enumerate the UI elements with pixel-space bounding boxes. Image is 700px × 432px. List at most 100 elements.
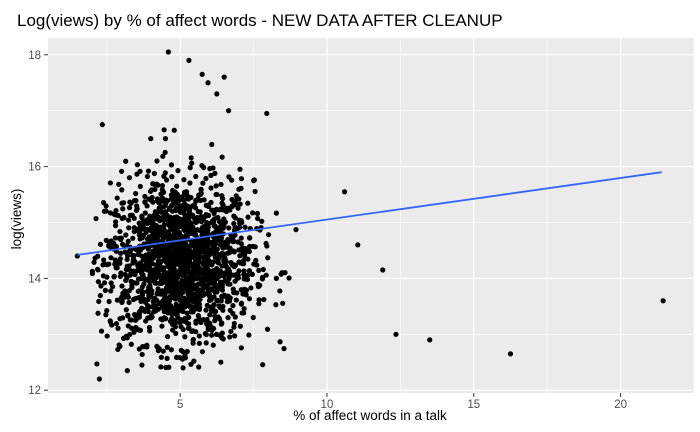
data-point bbox=[193, 320, 199, 326]
data-point bbox=[186, 325, 192, 331]
data-point bbox=[196, 333, 202, 339]
data-point bbox=[198, 238, 204, 244]
data-point bbox=[118, 250, 124, 256]
data-point bbox=[227, 307, 233, 313]
data-point bbox=[256, 267, 262, 273]
data-point bbox=[165, 298, 171, 304]
data-point bbox=[281, 346, 287, 352]
data-point bbox=[115, 325, 121, 331]
data-point bbox=[165, 49, 171, 55]
data-point bbox=[154, 158, 160, 164]
data-point bbox=[93, 215, 99, 222]
data-point bbox=[137, 168, 143, 174]
data-point bbox=[123, 307, 129, 313]
data-point bbox=[148, 136, 154, 142]
data-point bbox=[137, 263, 143, 270]
data-point bbox=[198, 190, 204, 196]
data-point bbox=[117, 256, 123, 262]
trend-line bbox=[77, 171, 662, 256]
data-point bbox=[215, 260, 221, 266]
data-point bbox=[145, 315, 151, 321]
data-point bbox=[264, 243, 270, 249]
data-point bbox=[139, 351, 145, 358]
data-point bbox=[507, 351, 514, 357]
data-point bbox=[181, 177, 187, 183]
data-point bbox=[211, 219, 217, 225]
data-point bbox=[148, 294, 154, 300]
data-point bbox=[212, 277, 218, 284]
data-point bbox=[240, 245, 246, 251]
data-point bbox=[164, 333, 171, 340]
data-point bbox=[130, 260, 136, 266]
data-point bbox=[179, 280, 185, 286]
data-point bbox=[155, 182, 161, 188]
data-point bbox=[240, 249, 246, 255]
data-point bbox=[173, 330, 179, 336]
grid-lines bbox=[48, 38, 695, 393]
data-point bbox=[139, 362, 145, 368]
data-point bbox=[190, 264, 196, 271]
data-point bbox=[158, 364, 164, 370]
data-point bbox=[188, 303, 195, 310]
data-point bbox=[136, 312, 142, 318]
data-point bbox=[254, 210, 261, 217]
data-point bbox=[125, 238, 131, 244]
data-point bbox=[242, 224, 248, 230]
data-point bbox=[165, 259, 171, 265]
data-point bbox=[231, 324, 237, 330]
data-point bbox=[164, 198, 171, 204]
data-point bbox=[119, 283, 125, 289]
data-point bbox=[177, 258, 183, 264]
data-point bbox=[219, 193, 225, 199]
data-point bbox=[152, 303, 158, 309]
data-point bbox=[204, 319, 210, 325]
x-axis-ticks: 5 10 15 20 bbox=[177, 393, 627, 411]
data-point bbox=[186, 314, 192, 321]
data-point bbox=[95, 266, 101, 272]
data-point bbox=[186, 57, 192, 63]
data-point bbox=[165, 310, 171, 316]
data-point bbox=[178, 324, 184, 330]
data-point bbox=[159, 187, 165, 193]
data-point bbox=[153, 308, 159, 314]
data-point bbox=[122, 294, 128, 300]
data-point bbox=[176, 254, 182, 260]
data-point bbox=[211, 210, 217, 217]
data-point bbox=[237, 166, 243, 172]
y-tick-label: 14 bbox=[28, 273, 41, 285]
data-point bbox=[155, 214, 162, 220]
data-point bbox=[197, 197, 204, 203]
data-point bbox=[282, 270, 288, 276]
data-point bbox=[219, 320, 225, 326]
data-point bbox=[222, 219, 229, 225]
data-point bbox=[137, 220, 143, 226]
data-point bbox=[214, 282, 220, 289]
data-point bbox=[191, 203, 197, 209]
y-tick-label: 12 bbox=[28, 385, 41, 397]
data-point bbox=[133, 190, 139, 197]
data-point bbox=[250, 314, 256, 321]
data-point bbox=[273, 275, 279, 281]
data-point bbox=[95, 279, 101, 285]
data-point bbox=[186, 260, 192, 266]
data-point bbox=[237, 201, 243, 207]
data-point bbox=[202, 282, 208, 288]
data-point bbox=[218, 235, 225, 241]
data-point bbox=[200, 180, 206, 186]
data-point bbox=[168, 162, 175, 168]
data-point bbox=[230, 303, 236, 309]
data-point bbox=[104, 333, 110, 339]
data-point bbox=[129, 325, 135, 331]
x-tick-label: 10 bbox=[321, 399, 334, 411]
data-point bbox=[189, 160, 195, 166]
data-point bbox=[233, 297, 239, 303]
data-point bbox=[293, 226, 299, 233]
data-point bbox=[223, 258, 229, 264]
data-point bbox=[229, 262, 235, 268]
data-point bbox=[252, 188, 258, 195]
data-point bbox=[205, 212, 212, 219]
data-point bbox=[112, 235, 118, 241]
data-point bbox=[242, 255, 248, 261]
data-point bbox=[113, 265, 119, 271]
